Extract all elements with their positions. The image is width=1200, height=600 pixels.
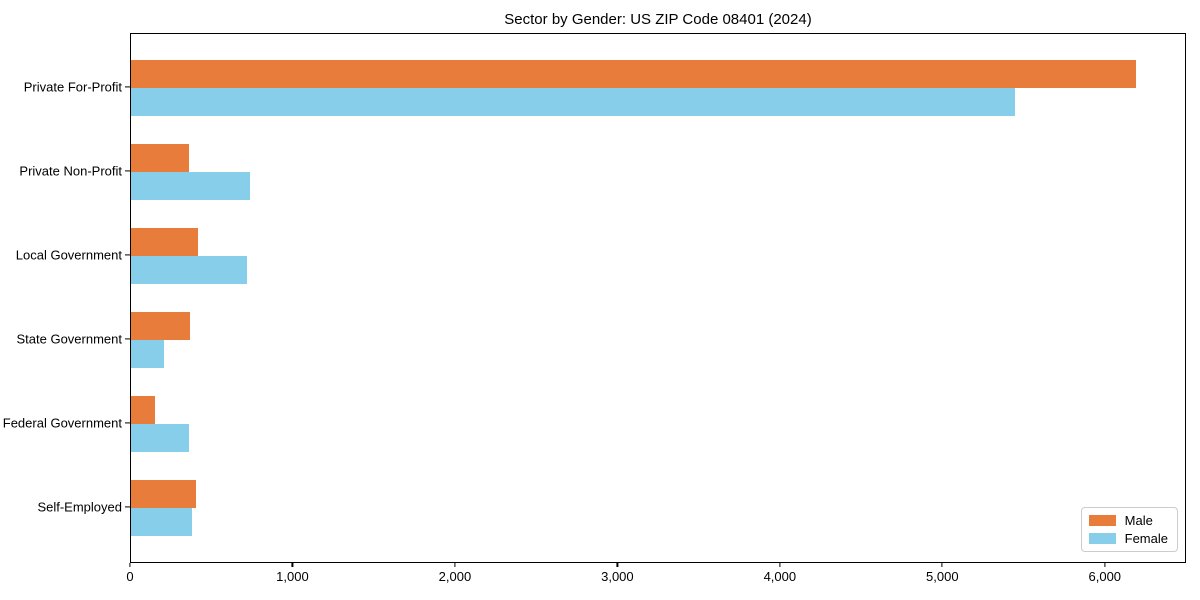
x-tick-label: 5,000 — [926, 569, 959, 584]
legend-label-male: Male — [1124, 513, 1153, 528]
bar-female-2 — [131, 172, 250, 200]
x-tick-mark — [941, 563, 943, 567]
x-tick-mark — [291, 563, 294, 567]
x-tick-mark — [129, 563, 131, 567]
legend: Male Female — [1080, 507, 1178, 552]
x-tick-label: 1,000 — [276, 569, 309, 584]
legend-label-female: Female — [1124, 531, 1168, 546]
x-tick-label: 2,000 — [438, 569, 472, 584]
y-tick-mark — [125, 338, 130, 340]
y-tick-mark — [125, 254, 130, 256]
x-tick-label: 0 — [126, 569, 134, 584]
y-tick-mark — [125, 506, 130, 508]
female-swatch — [1088, 533, 1116, 544]
x-tick-mark — [616, 563, 618, 567]
x-tick-label: 3,000 — [601, 569, 634, 584]
bar-male-2 — [131, 144, 189, 172]
y-tick-label: Private For-Profit — [23, 79, 122, 95]
bar-male-3 — [131, 228, 198, 256]
x-tick-label: 4,000 — [763, 569, 797, 584]
bar-female-1 — [131, 88, 1015, 116]
bar-female-3 — [131, 256, 248, 284]
chart-title: Sector by Gender: US ZIP Code 08401 (202… — [504, 11, 812, 28]
y-tick-label: Local Government — [15, 247, 122, 263]
y-tick-mark — [125, 86, 130, 88]
x-tick-mark — [454, 563, 456, 567]
male-swatch — [1088, 515, 1116, 526]
y-tick-label: Federal Government — [2, 415, 122, 431]
bar-female-5 — [131, 424, 189, 452]
plot-area: Male Female — [130, 33, 1186, 563]
x-tick-mark — [1104, 563, 1106, 567]
bar-male-5 — [131, 396, 156, 424]
x-tick-mark — [779, 563, 781, 567]
y-tick-label: Self-Employed — [37, 499, 122, 515]
bar-male-6 — [131, 480, 196, 508]
bar-male-1 — [131, 60, 1136, 88]
y-tick-label: State Government — [16, 331, 123, 347]
legend-item-male: Male — [1088, 513, 1168, 528]
y-tick-mark — [125, 170, 130, 172]
bar-female-4 — [131, 340, 165, 368]
y-tick-mark — [125, 422, 130, 424]
y-tick-label: Private Non-Profit — [19, 163, 122, 179]
bar-female-6 — [131, 508, 192, 536]
bar-male-4 — [131, 312, 190, 340]
x-tick-label: 6,000 — [1088, 569, 1122, 584]
legend-item-female: Female — [1088, 531, 1168, 546]
